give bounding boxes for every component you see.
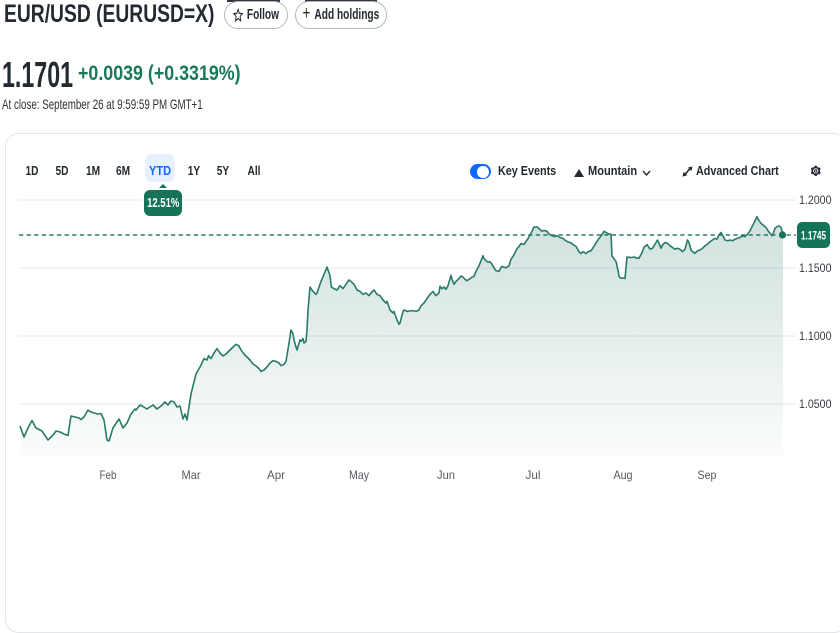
svg-text:May: May	[349, 468, 369, 482]
svg-text:Jun: Jun	[437, 468, 455, 482]
svg-text:Aug: Aug	[614, 468, 633, 482]
svg-text:Sep: Sep	[698, 468, 717, 482]
svg-text:1.1000: 1.1000	[799, 329, 832, 343]
svg-text:Feb: Feb	[100, 468, 117, 482]
svg-text:1.2000: 1.2000	[799, 193, 832, 207]
svg-text:1.1500: 1.1500	[799, 261, 832, 275]
svg-text:Jul: Jul	[526, 468, 541, 482]
svg-text:1.0500: 1.0500	[799, 397, 832, 411]
svg-text:Mar: Mar	[182, 468, 201, 482]
svg-text:Apr: Apr	[267, 468, 285, 482]
svg-text:1.1745: 1.1745	[801, 231, 826, 243]
